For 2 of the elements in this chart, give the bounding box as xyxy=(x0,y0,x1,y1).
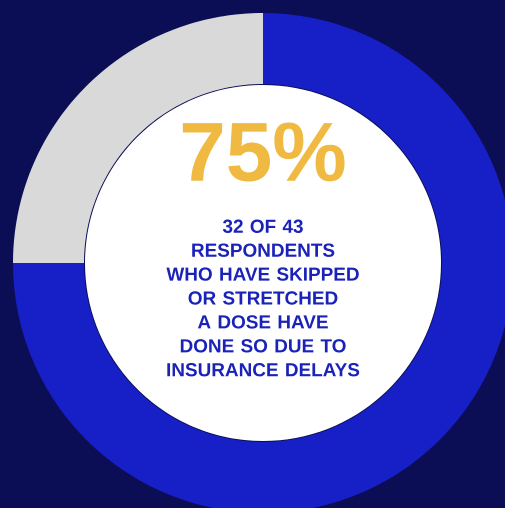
data-label: 75% xyxy=(182,122,345,182)
text: 32 OF 43 RESPONDENTS WHO HAVE SKIPPED OR STRETCHED A DOSE HAVE DONE SO DUE TO INSURANCE DELAYS xyxy=(166,220,360,376)
